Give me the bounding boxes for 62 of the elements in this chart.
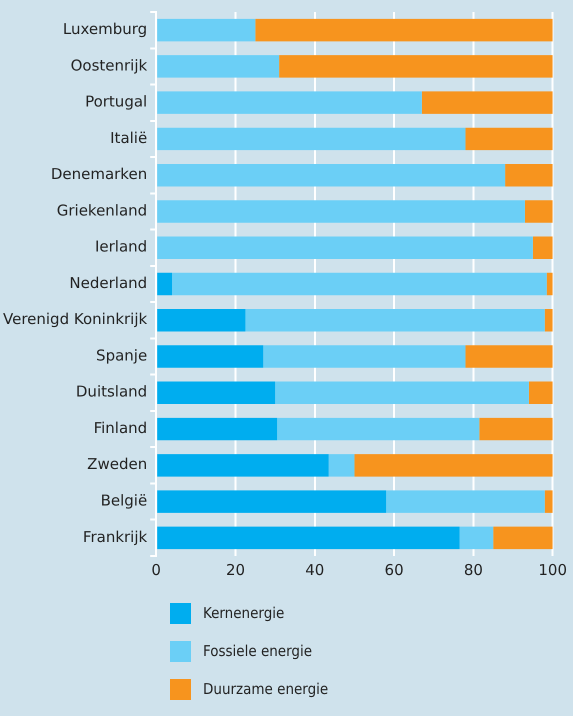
bar [157, 55, 280, 78]
x-tick-label: 100 [538, 560, 568, 579]
bar [386, 490, 545, 513]
x-tick-label: 60 [384, 560, 404, 579]
y-tick-label: Oostenrijk [70, 56, 148, 74]
bar [505, 164, 553, 186]
x-tick-label: 40 [305, 560, 324, 579]
bar [245, 309, 545, 332]
bar [354, 454, 553, 477]
bar [328, 454, 354, 477]
bar [157, 309, 246, 332]
bar [157, 418, 278, 440]
legend-label: Fossiele energie [203, 642, 312, 660]
y-tick-label: Italië [110, 128, 148, 147]
y-tick-label: Nederland [69, 274, 148, 292]
bar [546, 272, 553, 296]
bar [157, 526, 460, 550]
bar [465, 345, 553, 368]
legend-label: Kernenergie [203, 604, 284, 622]
y-tick-label: Spanje [96, 346, 148, 364]
x-tick-label: 20 [226, 560, 246, 579]
bar [157, 164, 506, 186]
bar [493, 526, 553, 550]
y-tick-label: Zweden [87, 455, 148, 474]
bar [479, 418, 553, 440]
bar [528, 382, 553, 404]
bar [157, 345, 264, 368]
y-tick-label: Frankrijk [82, 528, 148, 546]
bar [157, 128, 466, 150]
bar [275, 382, 529, 404]
bar [157, 91, 422, 114]
bar [157, 236, 533, 259]
y-tick-label: Portugal [85, 92, 148, 111]
x-tick-label: 80 [464, 560, 483, 579]
legend-label: Duurzame energie [203, 680, 328, 698]
bar [544, 490, 553, 513]
bar [157, 490, 386, 513]
x-tick-label: 0 [151, 560, 161, 579]
bar [172, 272, 547, 296]
y-tick-label: Denemarken [50, 165, 148, 184]
y-tick-label: Finland [94, 418, 148, 437]
bar [277, 418, 480, 440]
bar [524, 200, 553, 223]
bar [544, 309, 553, 332]
bar [255, 18, 553, 42]
bar [263, 345, 466, 368]
bar [157, 272, 172, 296]
bar [157, 200, 525, 223]
bar [157, 454, 329, 477]
bar [157, 382, 276, 404]
bar [279, 55, 553, 78]
y-tick-label: Verenigd Koninkrijk [2, 310, 148, 328]
y-tick-label: België [100, 491, 148, 510]
bar [532, 236, 553, 259]
y-tick-label: Luxemburg [62, 20, 148, 38]
bar [422, 91, 553, 114]
bar [465, 128, 553, 150]
y-tick-label: Ierland [94, 238, 148, 256]
y-tick-label: Duitsland [76, 382, 148, 401]
bar [460, 526, 494, 550]
y-tick-label: Griekenland [56, 201, 148, 220]
bar [157, 18, 256, 42]
